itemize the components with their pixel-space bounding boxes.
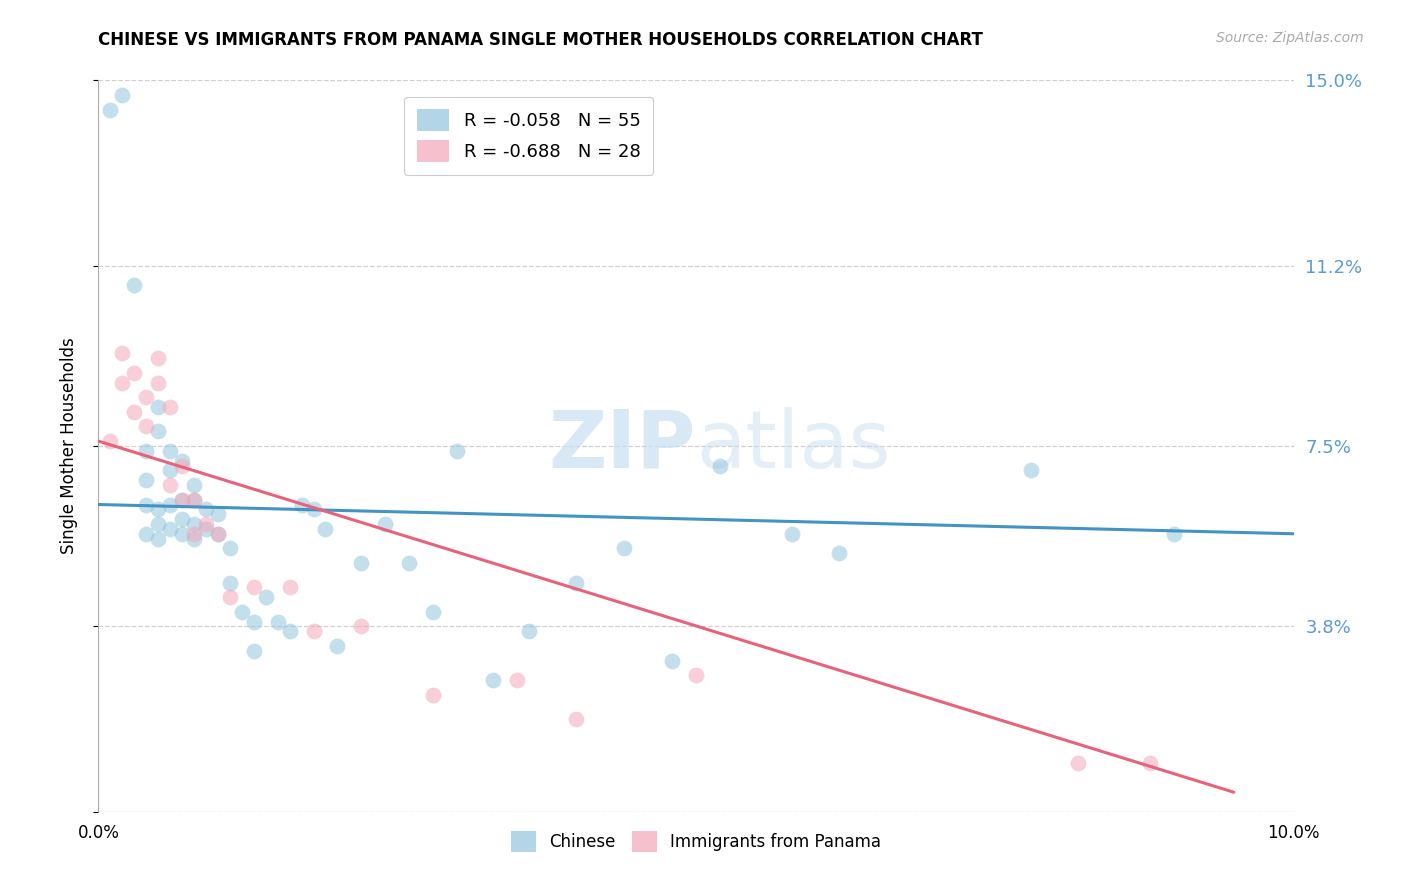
Point bbox=[243, 615, 266, 629]
Point bbox=[506, 673, 529, 687]
Point bbox=[207, 526, 229, 541]
Point bbox=[148, 532, 170, 546]
Point bbox=[565, 712, 588, 726]
Point bbox=[172, 526, 194, 541]
Point bbox=[709, 458, 731, 473]
Point bbox=[148, 351, 170, 366]
Point bbox=[172, 492, 194, 507]
Text: atlas: atlas bbox=[696, 407, 890, 485]
Point bbox=[159, 478, 181, 492]
Point bbox=[172, 453, 194, 467]
Point bbox=[243, 581, 266, 595]
Point bbox=[254, 590, 277, 604]
Point bbox=[1019, 463, 1042, 477]
Point bbox=[517, 624, 540, 639]
Point bbox=[183, 526, 205, 541]
Point bbox=[1139, 756, 1161, 770]
Point bbox=[350, 619, 373, 633]
Point bbox=[183, 478, 205, 492]
Point bbox=[780, 526, 803, 541]
Point bbox=[159, 522, 181, 536]
Point bbox=[135, 498, 157, 512]
Point bbox=[195, 502, 218, 516]
Point bbox=[135, 443, 157, 458]
Point bbox=[111, 346, 134, 360]
Point bbox=[661, 654, 683, 668]
Point bbox=[278, 624, 301, 639]
Point bbox=[100, 103, 122, 117]
Point bbox=[124, 405, 146, 419]
Point bbox=[422, 605, 444, 619]
Point bbox=[148, 425, 170, 439]
Point bbox=[135, 419, 157, 434]
Point bbox=[148, 516, 170, 531]
Point bbox=[148, 400, 170, 414]
Point bbox=[159, 498, 181, 512]
Point bbox=[148, 376, 170, 390]
Point bbox=[398, 556, 420, 570]
Point bbox=[350, 556, 373, 570]
Point bbox=[183, 516, 205, 531]
Text: ZIP: ZIP bbox=[548, 407, 696, 485]
Legend: Chinese, Immigrants from Panama: Chinese, Immigrants from Panama bbox=[503, 824, 889, 858]
Point bbox=[302, 502, 325, 516]
Point bbox=[1163, 526, 1185, 541]
Point bbox=[195, 516, 218, 531]
Point bbox=[135, 526, 157, 541]
Point bbox=[172, 512, 194, 526]
Point bbox=[195, 522, 218, 536]
Point bbox=[565, 575, 588, 590]
Point bbox=[135, 390, 157, 404]
Point bbox=[613, 541, 636, 556]
Text: Source: ZipAtlas.com: Source: ZipAtlas.com bbox=[1216, 31, 1364, 45]
Point bbox=[481, 673, 505, 687]
Point bbox=[422, 688, 444, 702]
Point bbox=[183, 492, 205, 507]
Point bbox=[828, 546, 851, 560]
Point bbox=[291, 498, 314, 512]
Point bbox=[446, 443, 468, 458]
Point bbox=[374, 516, 396, 531]
Point bbox=[219, 575, 242, 590]
Point bbox=[267, 615, 290, 629]
Point bbox=[278, 581, 301, 595]
Y-axis label: Single Mother Households: Single Mother Households bbox=[59, 338, 77, 554]
Point bbox=[219, 590, 242, 604]
Point bbox=[135, 473, 157, 487]
Point bbox=[207, 526, 229, 541]
Point bbox=[124, 278, 146, 293]
Point bbox=[100, 434, 122, 449]
Text: CHINESE VS IMMIGRANTS FROM PANAMA SINGLE MOTHER HOUSEHOLDS CORRELATION CHART: CHINESE VS IMMIGRANTS FROM PANAMA SINGLE… bbox=[98, 31, 983, 49]
Point bbox=[124, 366, 146, 380]
Point bbox=[172, 492, 194, 507]
Point bbox=[172, 458, 194, 473]
Point bbox=[243, 644, 266, 658]
Point bbox=[148, 502, 170, 516]
Point bbox=[1067, 756, 1090, 770]
Point bbox=[207, 508, 229, 522]
Point bbox=[219, 541, 242, 556]
Point bbox=[326, 639, 349, 653]
Point bbox=[159, 400, 181, 414]
Point bbox=[183, 492, 205, 507]
Point bbox=[183, 532, 205, 546]
Point bbox=[111, 376, 134, 390]
Point bbox=[111, 87, 134, 102]
Point bbox=[159, 463, 181, 477]
Point bbox=[231, 605, 253, 619]
Point bbox=[302, 624, 325, 639]
Point bbox=[159, 443, 181, 458]
Point bbox=[685, 668, 707, 682]
Point bbox=[315, 522, 337, 536]
